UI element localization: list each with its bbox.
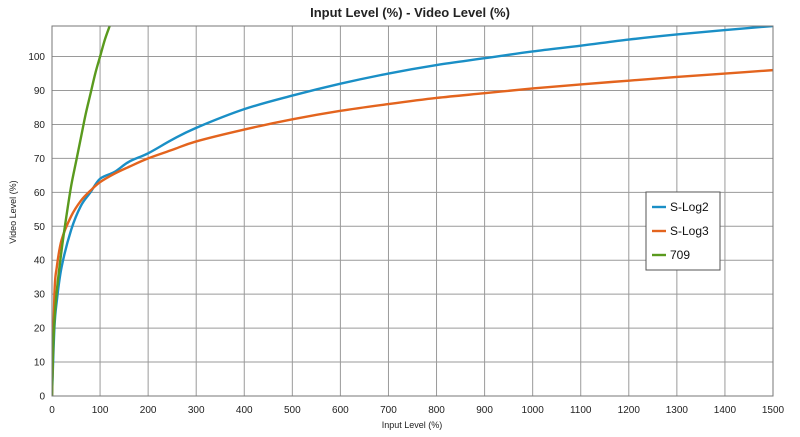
y-tick-label: 40 (34, 256, 46, 267)
x-tick-label: 1200 (618, 405, 641, 416)
x-tick-label: 0 (49, 405, 55, 416)
series-layer (52, 26, 773, 396)
x-tick-label: 300 (188, 405, 205, 416)
x-tick-label: 900 (476, 405, 493, 416)
x-tick-label: 600 (332, 405, 349, 416)
x-axis-label: Input Level (%) (382, 420, 443, 430)
x-tick-label: 700 (380, 405, 397, 416)
y-tick-label: 20 (34, 324, 46, 335)
legend-label-709: 709 (670, 248, 690, 262)
y-axis-label: Video Level (%) (8, 180, 18, 243)
x-tick-label: 400 (236, 405, 253, 416)
legend-label-s-log3: S-Log3 (670, 224, 709, 238)
legend-label-s-log2: S-Log2 (670, 200, 709, 214)
chart-title: Input Level (%) - Video Level (%) (310, 5, 510, 20)
x-tick-label: 800 (428, 405, 445, 416)
x-tick-label: 1500 (762, 405, 785, 416)
x-tick-label: 500 (284, 405, 301, 416)
y-tick-label: 70 (34, 154, 46, 165)
y-tick-label: 10 (34, 358, 46, 369)
y-tick-label: 60 (34, 188, 46, 199)
y-tick-label: 80 (34, 120, 46, 131)
y-tick-label: 50 (34, 222, 46, 233)
series-line-s-log2 (52, 26, 773, 396)
grid (51, 26, 774, 397)
x-tick-labels: 0 100 200 300 400 500 600 700 800 900 1000 1100 1200… (49, 405, 784, 416)
x-tick-label: 1000 (522, 405, 545, 416)
series-line-709 (52, 26, 111, 396)
x-tick-label: 100 (92, 405, 109, 416)
y-tick-label: 30 (34, 290, 46, 301)
x-tick-label: 1100 (570, 405, 592, 416)
series-line-s-log3 (52, 68, 773, 396)
legend: S-Log2 S-Log3 709 (645, 191, 721, 271)
x-tick-label: 1400 (714, 405, 737, 416)
y-tick-label: 0 (39, 392, 45, 403)
plot-frame (51, 25, 774, 397)
y-tick-label: 100 (28, 52, 45, 63)
x-tick-label: 200 (140, 405, 157, 416)
y-tick-label: 90 (34, 86, 46, 97)
x-tick-label: 1300 (666, 405, 689, 416)
y-tick-labels: 0 10 20 30 40 50 60 70 80 90 100 (28, 52, 45, 402)
